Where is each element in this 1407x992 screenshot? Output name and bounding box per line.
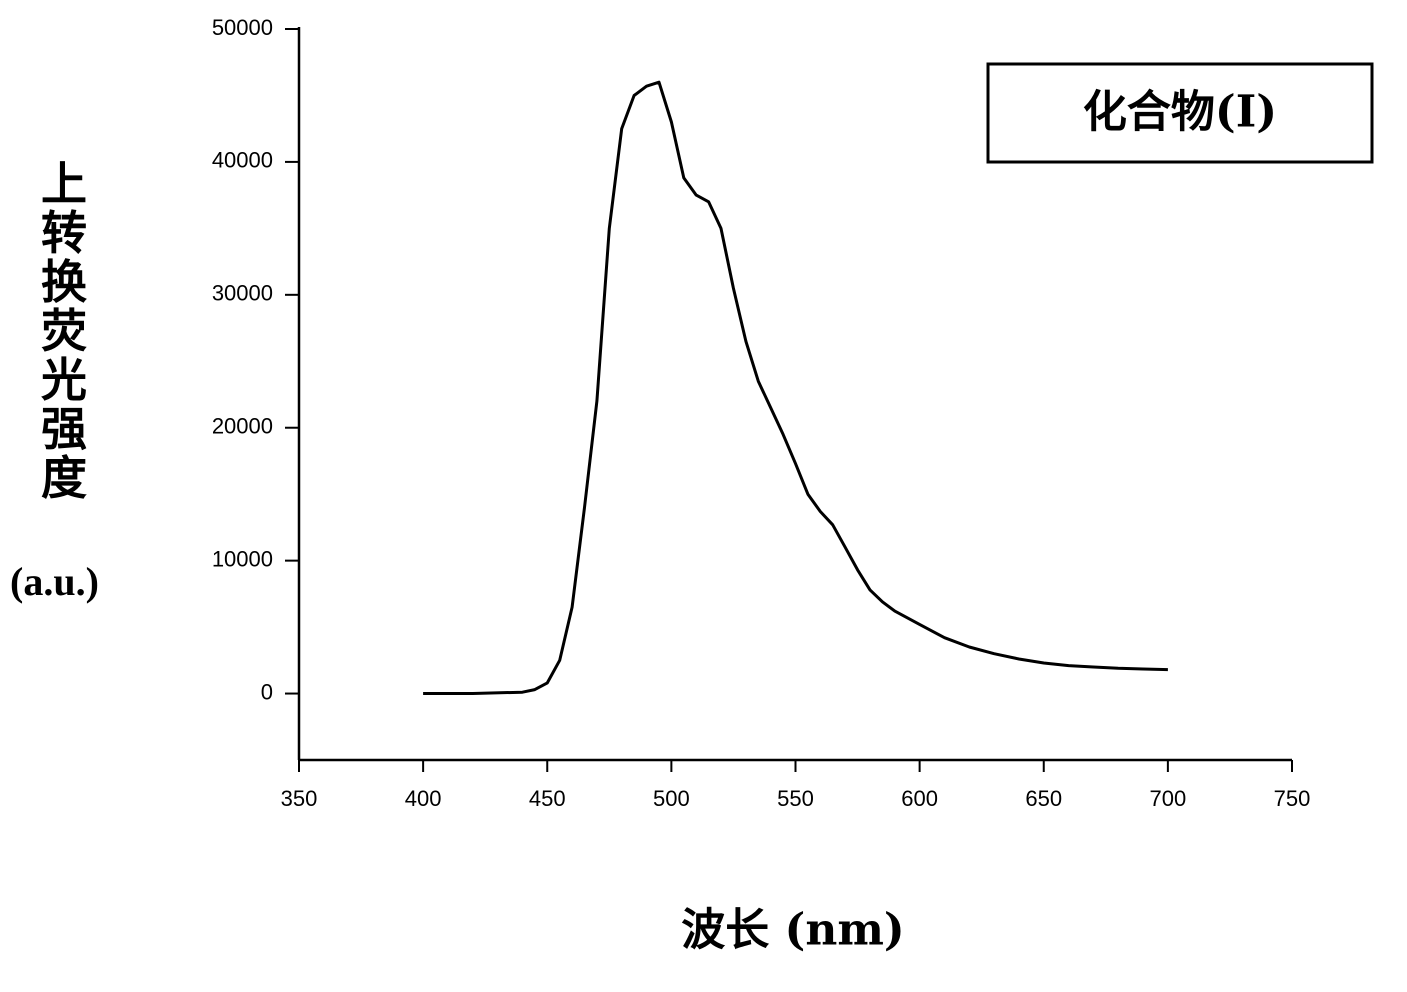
x-tick-label: 750 — [1274, 786, 1311, 811]
y-tick-label: 30000 — [212, 281, 273, 306]
y-axis-label: 上转换荧光强度 — [38, 160, 90, 503]
legend-label: 化合物(Ⅰ) — [1083, 87, 1277, 138]
y-axis-unit: (a.u.) — [10, 558, 99, 605]
x-tick-label: 600 — [901, 786, 938, 811]
data-line — [423, 82, 1168, 693]
y-tick-label: 40000 — [212, 148, 273, 173]
page: 化合物(Ⅰ) 波长 (nm) 0 10000 20000 30000 40000 5000… — [0, 0, 1407, 992]
x-tick-label: 350 — [281, 786, 318, 811]
y-tick-label: 10000 — [212, 546, 273, 571]
x-tick-label: 650 — [1025, 786, 1062, 811]
x-axis-label: 波长 (nm) — [681, 905, 905, 956]
x-tick-label: 550 — [777, 786, 814, 811]
x-tick-label: 500 — [653, 786, 690, 811]
y-tick-label: 20000 — [212, 414, 273, 439]
x-tick-label: 450 — [529, 786, 566, 811]
x-tick-label: 400 — [405, 786, 442, 811]
chart: 化合物(Ⅰ) 波长 (nm) 0 10000 20000 30000 40000 5000… — [0, 0, 1407, 992]
x-tick-label: 700 — [1150, 786, 1187, 811]
y-tick-label: 0 — [261, 679, 273, 704]
y-tick-label: 50000 — [212, 15, 273, 40]
